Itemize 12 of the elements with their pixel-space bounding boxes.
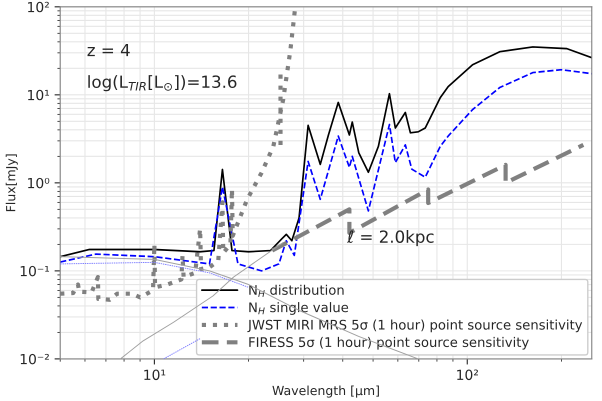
y-axis-title: Flux[mJy]	[6, 154, 18, 212]
x-axis-title: Wavelength [μm]	[272, 386, 379, 398]
annotation: log(L$_{TIR}$[L$_{⊙}$])=13.6	[88, 75, 236, 92]
y-tick-label: 10⁰	[28, 178, 50, 188]
y-tick-label: 10⁻¹	[20, 266, 50, 276]
legend-label: N$_{H}$ single value	[249, 302, 348, 315]
y-tick-label: 10²	[28, 2, 49, 12]
y-tick-label: 10¹	[28, 90, 50, 100]
annotation: ℓ = 2.0kpc	[347, 230, 434, 246]
annotation: z = 4	[87, 44, 130, 56]
legend-label: FIRESS 5σ (1 hour) point source sensitivity	[249, 336, 529, 350]
y-tick-label: 10⁻²	[20, 354, 49, 364]
